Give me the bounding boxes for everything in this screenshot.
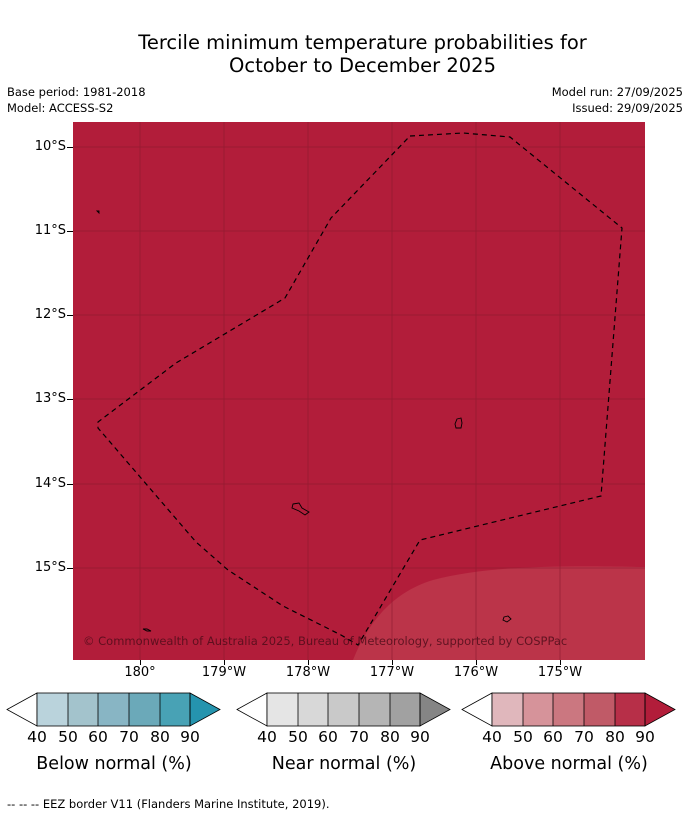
lon-label-177w: 177°W: [369, 665, 415, 680]
colorbar-tick: 60: [543, 728, 563, 746]
lat-label-15s: 15°S: [34, 560, 66, 575]
colorbar-tick: 70: [574, 728, 594, 746]
lon-label-178w: 178°W: [285, 665, 331, 680]
lat-label-13s: 13°S: [34, 391, 66, 406]
lat-tick: [67, 568, 73, 569]
model-name: Model: ACCESS-S2: [7, 101, 114, 115]
colorbar-tick: 80: [150, 728, 170, 746]
model-run: Model run: 27/09/2025: [551, 85, 683, 99]
lon-tick: [224, 660, 225, 665]
copyright-notice: © Commonwealth of Australia 2025, Bureau…: [83, 634, 567, 648]
lon-tick: [476, 660, 477, 665]
lon-label-176w: 176°W: [453, 665, 499, 680]
colorbar-segment: [359, 693, 390, 726]
island-southeast: [502, 615, 512, 623]
colorbar-frame: [266, 692, 421, 727]
graticule: [73, 122, 645, 660]
meta-left: Base period: 1981-2018 Model: ACCESS-S2: [7, 84, 146, 116]
colorbar-segment: [189, 692, 221, 727]
colorbar-segment: [644, 692, 676, 727]
colorbar-segment: [267, 693, 298, 726]
meta-right: Model run: 27/09/2025 Issued: 29/09/2025: [552, 84, 683, 116]
colorbar-segment: [6, 692, 38, 727]
base-period: Base period: 1981-2018: [7, 85, 146, 99]
colorbar-segment: [160, 693, 190, 726]
lat-label-14s: 14°S: [34, 476, 66, 491]
colorbar-tick: 80: [380, 728, 400, 746]
colorbar-title-above: Above normal (%): [490, 754, 648, 774]
lon-label-175w: 175°W: [537, 665, 583, 680]
colorbar-segment: [419, 692, 451, 727]
lat-label-10s: 10°S: [34, 139, 66, 154]
map-title: Tercile minimum temperature probabilitie…: [0, 31, 690, 77]
lon-label-179w: 179°W: [201, 665, 247, 680]
colorbar-segment: [98, 693, 129, 726]
colorbar-above-normal: [461, 692, 676, 727]
colorbar-segment: [129, 693, 160, 726]
island-central: [291, 502, 310, 516]
lat-tick: [67, 484, 73, 485]
colorbar-tick: 50: [288, 728, 308, 746]
title-line-1: Tercile minimum temperature probabilitie…: [138, 31, 587, 54]
island-northwest: [95, 210, 100, 215]
lat-tick: [67, 147, 73, 148]
issued-date: Issued: 29/09/2025: [572, 101, 683, 115]
lon-tick: [308, 660, 309, 665]
island-east: [454, 417, 463, 429]
colorbar-tick: 60: [88, 728, 108, 746]
map-panel: © Commonwealth of Australia 2025, Bureau…: [73, 122, 645, 660]
colorbar-segment: [298, 693, 328, 726]
colorbar-tick: 40: [27, 728, 47, 746]
colorbar-title-below: Below normal (%): [36, 754, 192, 774]
eez-footnote: -- -- -- EEZ border V11 (Flanders Marine…: [7, 797, 330, 811]
colorbar-frame: [36, 692, 191, 727]
colorbar-dividers: [297, 693, 391, 726]
map-canvas: © Commonwealth of Australia 2025, Bureau…: [73, 122, 645, 660]
colorbar-tick: 90: [635, 728, 655, 746]
colorbar-segment: [492, 693, 523, 726]
colorbar-below-normal: [6, 692, 221, 727]
lat-tick: [67, 399, 73, 400]
colorbar-tick: 70: [349, 728, 369, 746]
colorbar-segment: [523, 693, 553, 726]
probability-fill-corner: [353, 566, 645, 660]
colorbar-tick: 40: [482, 728, 502, 746]
lon-tick: [140, 660, 141, 665]
island-outlines: [95, 210, 512, 632]
colorbar-segment: [615, 693, 645, 726]
colorbar-tick: 50: [58, 728, 78, 746]
colorbar-tick: 80: [605, 728, 625, 746]
colorbar-tick: 50: [513, 728, 533, 746]
title-line-2: October to December 2025: [229, 54, 496, 77]
colorbar-tick: 40: [257, 728, 277, 746]
colorbar-frame: [491, 692, 646, 727]
island-southwest: [142, 628, 152, 632]
colorbar-segment: [390, 693, 420, 726]
colorbar-tick: 90: [410, 728, 430, 746]
colorbar-segment: [328, 693, 359, 726]
colorbar-title-near: Near normal (%): [271, 754, 417, 774]
colorbar-near-normal: [236, 692, 451, 727]
lon-tick: [560, 660, 561, 665]
lon-tick: [392, 660, 393, 665]
colorbar-segment: [461, 692, 493, 727]
colorbar-segment: [553, 693, 584, 726]
lat-label-12s: 12°S: [34, 307, 66, 322]
colorbar-segment: [584, 693, 615, 726]
colorbar-segment: [37, 693, 68, 726]
colorbar-dividers: [522, 693, 616, 726]
colorbar-segment: [68, 693, 98, 726]
lat-label-11s: 11°S: [34, 223, 66, 238]
colorbar-segment: [236, 692, 268, 727]
colorbar-tick: 90: [180, 728, 200, 746]
colorbar-tick: 60: [318, 728, 338, 746]
colorbar-dividers: [67, 693, 161, 726]
lat-tick: [67, 231, 73, 232]
colorbar-tick: 70: [119, 728, 139, 746]
lat-tick: [67, 315, 73, 316]
lon-label-180: 180°: [124, 665, 156, 680]
